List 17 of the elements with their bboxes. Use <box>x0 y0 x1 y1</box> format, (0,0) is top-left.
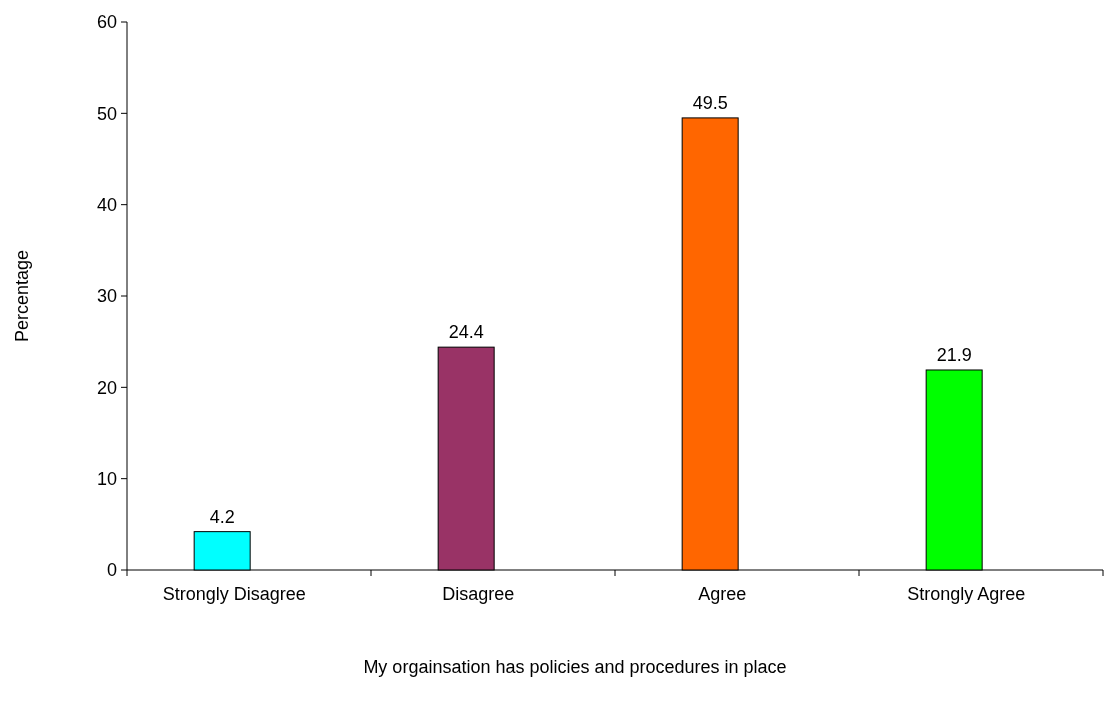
y-tick-label: 20 <box>96 377 117 398</box>
x-axis-title: My orgainsation has policies and procedures in place <box>363 657 787 677</box>
x-tick-label: Strongly Disagree <box>162 584 306 604</box>
data-label: 21.9 <box>936 344 972 365</box>
y-tick-label: 50 <box>96 103 117 124</box>
y-tick-label: 30 <box>96 286 117 307</box>
y-axis-title: Percentage <box>12 249 32 343</box>
y-tick-label: 60 <box>96 12 117 33</box>
x-tick-label: Strongly Agree <box>907 584 1026 604</box>
y-tick-label: 0 <box>106 560 117 581</box>
x-tick-label: Agree <box>698 584 747 604</box>
y-tick-label: 40 <box>96 194 117 215</box>
x-tick-label: Disagree <box>442 584 515 604</box>
data-label: 4.2 <box>209 506 235 527</box>
data-label: 49.5 <box>692 92 728 113</box>
data-label: 24.4 <box>448 322 484 343</box>
y-tick-label: 10 <box>96 468 117 489</box>
